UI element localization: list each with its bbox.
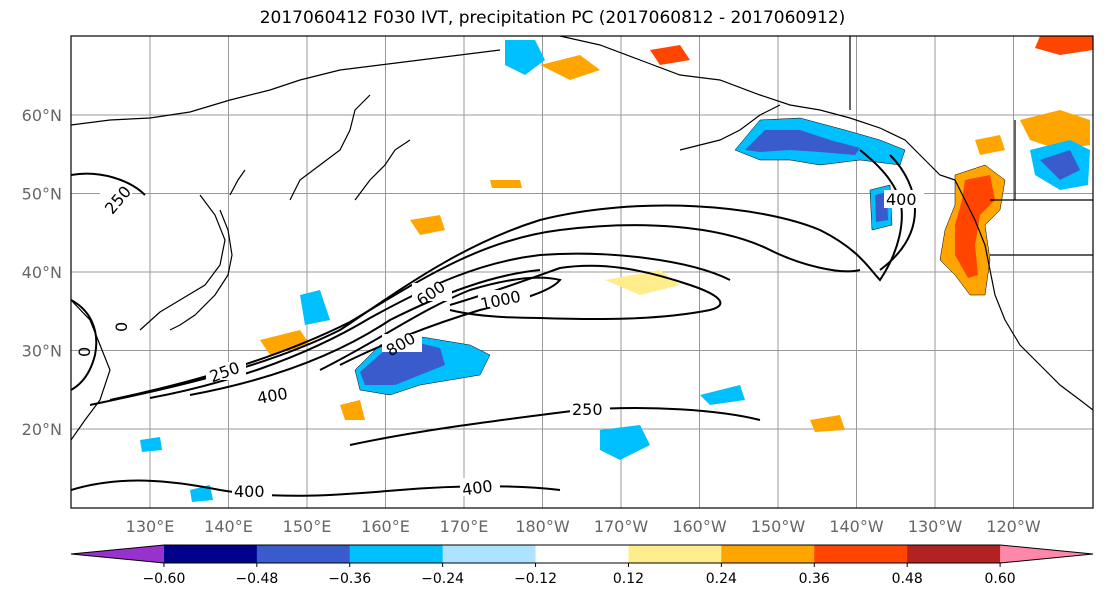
colorbar-tick-label: −0.60 xyxy=(142,571,185,587)
longitude-label: 130°E xyxy=(126,517,175,536)
contour-label: 0 xyxy=(75,347,94,357)
longitude-label: 180°W xyxy=(515,517,570,536)
colorbar-segment xyxy=(907,545,1001,563)
colorbar-segment xyxy=(163,545,258,563)
colorbar-segment xyxy=(721,545,815,563)
colorbar-segment xyxy=(1000,545,1093,563)
contour-label: 250 xyxy=(572,400,603,419)
longitude-label: 140°E xyxy=(204,517,253,536)
colorbar xyxy=(70,544,1094,564)
longitude-label: 160°E xyxy=(361,517,410,536)
latitude-label: 60°N xyxy=(22,106,62,125)
longitude-label: 170°W xyxy=(594,517,649,536)
latitude-labels: 60°N 50°N 40°N 30°N 20°N xyxy=(22,106,62,439)
map-title: 2017060412 F030 IVT, precipitation PC (2… xyxy=(259,8,846,28)
colorbar-tick-label: −0.36 xyxy=(328,571,371,587)
longitude-label: 120°W xyxy=(986,517,1041,536)
ivt-contours xyxy=(71,149,917,497)
latitude-label: 30°N xyxy=(22,342,62,361)
latitude-label: 20°N xyxy=(22,420,62,439)
colorbar-tick-label: 0.48 xyxy=(892,571,923,587)
colorbar-tick-label: 0.24 xyxy=(706,571,737,587)
colorbar-segment xyxy=(256,545,351,563)
longitude-label: 170°E xyxy=(440,517,489,536)
colorbar-segment xyxy=(442,545,537,563)
colorbar-tick-label: −0.12 xyxy=(514,571,557,587)
latitude-label: 40°N xyxy=(22,263,62,282)
longitude-label: 140°W xyxy=(829,517,884,536)
colorbar-segment xyxy=(535,545,629,563)
colorbar-tick-label: −0.24 xyxy=(421,571,464,587)
longitude-label: 160°W xyxy=(672,517,727,536)
longitude-label: 150°E xyxy=(283,517,332,536)
contour-label: 400 xyxy=(461,476,494,499)
contour-label: 400 xyxy=(886,190,917,209)
contour-label: 0 xyxy=(112,322,131,332)
colorbar-segment xyxy=(628,545,722,563)
colorbar-tick-label: 0.36 xyxy=(799,571,830,587)
colorbar-tick-label: 0.12 xyxy=(613,571,644,587)
longitude-labels: 130°E 140°E 150°E 160°E 170°E 180°W 170°W 160°W… xyxy=(126,517,1041,536)
longitude-label: 130°W xyxy=(908,517,963,536)
contour-label: 400 xyxy=(234,482,265,501)
colorbar-tick-label: −0.48 xyxy=(235,571,278,587)
colorbar-tick-label: 0.60 xyxy=(985,571,1016,587)
map-frame xyxy=(70,35,1094,509)
latitude-label: 50°N xyxy=(22,185,62,204)
colorbar-segment xyxy=(349,545,444,563)
colorbar-segment xyxy=(814,545,908,563)
colorbar-ticks: −0.60 −0.48 −0.36 −0.24 −0.12 0.12 0.24 0.36 0.4… xyxy=(142,563,1016,587)
colorbar-segment xyxy=(71,545,164,563)
gridlines xyxy=(71,36,1093,508)
longitude-label: 150°W xyxy=(751,517,806,536)
